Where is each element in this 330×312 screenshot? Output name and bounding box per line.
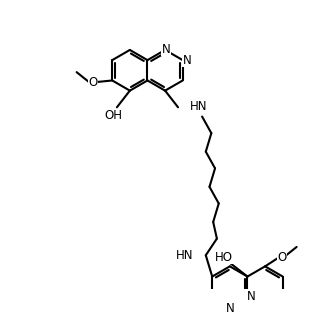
Text: HN: HN	[190, 100, 208, 113]
Text: N: N	[247, 290, 255, 303]
Text: HN: HN	[176, 249, 194, 262]
Text: O: O	[88, 76, 98, 89]
Text: N: N	[183, 54, 192, 67]
Text: N: N	[225, 302, 234, 312]
Text: N: N	[162, 42, 170, 56]
Text: OH: OH	[104, 109, 122, 122]
Text: HO: HO	[214, 251, 232, 264]
Text: O: O	[278, 251, 287, 264]
